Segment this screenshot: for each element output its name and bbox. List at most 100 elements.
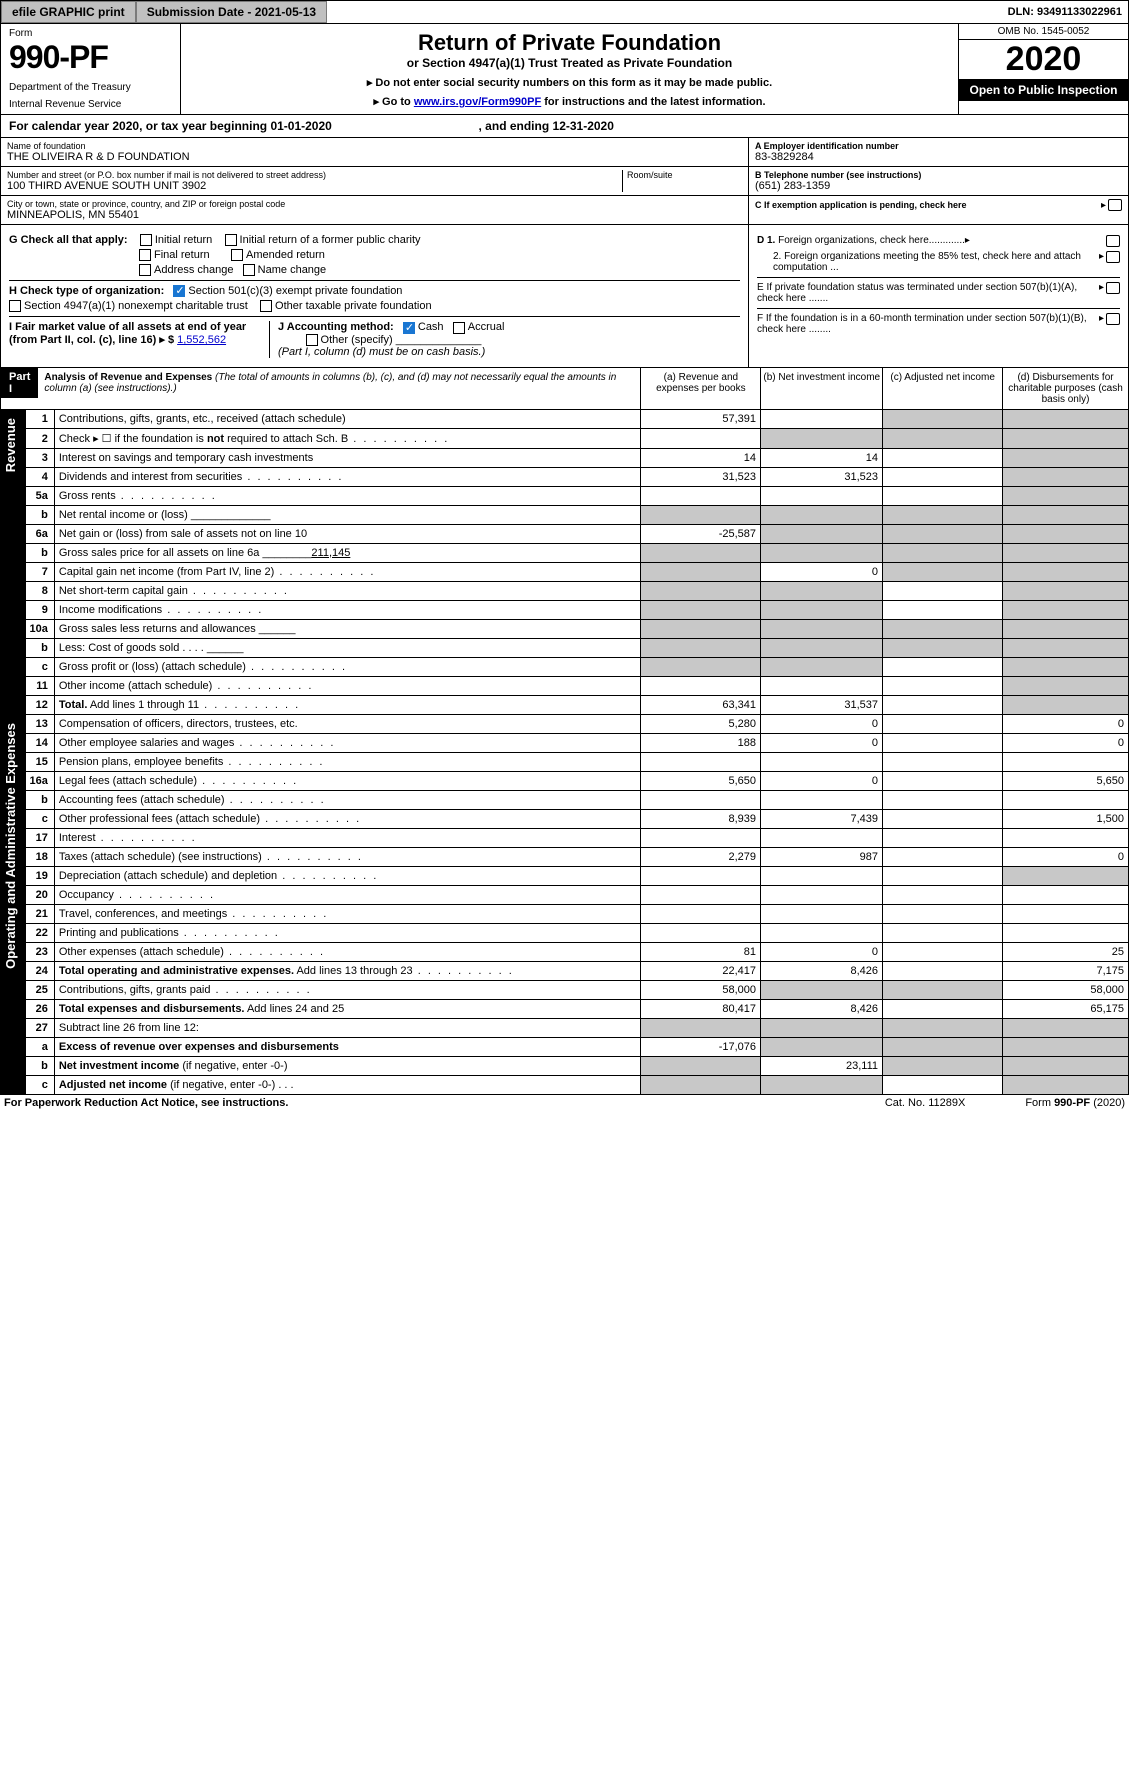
cb-other-method[interactable] [306, 334, 318, 346]
table-row: 14Other employee salaries and wages18800 [25, 733, 1129, 752]
form-subtitle: or Section 4947(a)(1) Trust Treated as P… [189, 56, 950, 70]
table-row: bGross sales price for all assets on lin… [25, 543, 1129, 562]
exemption-pending-label: C If exemption application is pending, c… [755, 200, 1101, 210]
e-label: E If private foundation status was termi… [757, 282, 1099, 304]
col-c-header: (c) Adjusted net income [882, 368, 1002, 409]
efile-button[interactable]: efile GRAPHIC print [1, 1, 136, 23]
cb-d2[interactable] [1106, 251, 1120, 263]
identity-block: Name of foundation THE OLIVEIRA R & D FO… [0, 138, 1129, 225]
table-row: 21Travel, conferences, and meetings [25, 904, 1129, 923]
form-ref: Form 990-PF (2020) [1025, 1097, 1125, 1109]
g-row: G Check all that apply: Initial return I… [9, 234, 740, 246]
table-row: 23Other expenses (attach schedule)81025 [25, 942, 1129, 961]
cb-address-change[interactable] [139, 264, 151, 276]
form-note-ssn: ▸ Do not enter social security numbers o… [189, 76, 950, 89]
cb-name-change[interactable] [243, 264, 255, 276]
expenses-section: Operating and Administrative Expenses 13… [0, 715, 1129, 1095]
table-row: 11Other income (attach schedule) [25, 676, 1129, 695]
table-row: cGross profit or (loss) (attach schedule… [25, 657, 1129, 676]
table-row: 4Dividends and interest from securities3… [25, 467, 1129, 486]
table-row: 20Occupancy [25, 885, 1129, 904]
street-address: 100 THIRD AVENUE SOUTH UNIT 3902 [7, 180, 622, 192]
table-row: 6aNet gain or (loss) from sale of assets… [25, 524, 1129, 543]
table-row: 18Taxes (attach schedule) (see instructi… [25, 847, 1129, 866]
revenue-section: Revenue 1Contributions, gifts, grants, e… [0, 410, 1129, 715]
paperwork-notice: For Paperwork Reduction Act Notice, see … [4, 1097, 288, 1109]
form-number: 990-PF [9, 39, 172, 76]
ein-label: A Employer identification number [755, 141, 1122, 151]
part1-header: Part I Analysis of Revenue and Expenses … [0, 368, 1129, 410]
tax-year: 2020 [959, 40, 1128, 79]
table-row: 8Net short-term capital gain [25, 581, 1129, 600]
cb-cash[interactable] [403, 322, 415, 334]
calendar-year-row: For calendar year 2020, or tax year begi… [0, 115, 1129, 138]
expenses-tab: Operating and Administrative Expenses [1, 715, 20, 977]
name-label: Name of foundation [7, 141, 742, 151]
cb-e[interactable] [1106, 282, 1120, 294]
table-row: aExcess of revenue over expenses and dis… [25, 1037, 1129, 1056]
open-public-badge: Open to Public Inspection [959, 79, 1128, 101]
table-row: 9Income modifications [25, 600, 1129, 619]
table-row: 15Pension plans, employee benefits [25, 752, 1129, 771]
form-header: Form 990-PF Department of the Treasury I… [0, 24, 1129, 115]
ein-value: 83-3829284 [755, 151, 1122, 163]
f-label: F If the foundation is in a 60-month ter… [757, 313, 1099, 335]
table-row: cAdjusted net income (if negative, enter… [25, 1075, 1129, 1094]
table-row: 24Total operating and administrative exp… [25, 961, 1129, 980]
table-row: 2Check ▸ ☐ if the foundation is not requ… [25, 428, 1129, 448]
form-word: Form [9, 28, 172, 39]
part1-title: Analysis of Revenue and Expenses [44, 372, 212, 383]
foundation-name: THE OLIVEIRA R & D FOUNDATION [7, 151, 742, 163]
cb-final[interactable] [139, 249, 151, 261]
part1-badge: Part I [1, 368, 38, 398]
cb-f[interactable] [1106, 313, 1120, 325]
city-label: City or town, state or province, country… [7, 199, 742, 209]
city-state-zip: MINNEAPOLIS, MN 55401 [7, 209, 742, 221]
table-row: bLess: Cost of goods sold . . . . ______ [25, 638, 1129, 657]
cb-initial-former[interactable] [225, 234, 237, 246]
cb-d1[interactable] [1106, 235, 1120, 247]
table-row: 3Interest on savings and temporary cash … [25, 448, 1129, 467]
table-row: bNet investment income (if negative, ent… [25, 1056, 1129, 1075]
col-d-header: (d) Disbursements for charitable purpose… [1002, 368, 1128, 409]
table-row: bNet rental income or (loss) ___________… [25, 505, 1129, 524]
revenue-table: 1Contributions, gifts, grants, etc., rec… [25, 410, 1129, 715]
table-row: 12Total. Add lines 1 through 1163,34131,… [25, 695, 1129, 714]
d1-label: D 1. Foreign organizations, check here..… [757, 235, 965, 246]
room-label: Room/suite [627, 170, 742, 180]
dept-treasury: Department of the Treasury [9, 82, 172, 93]
checks-block: G Check all that apply: Initial return I… [0, 225, 1129, 368]
table-row: 5aGross rents [25, 486, 1129, 505]
cb-501c3[interactable] [173, 285, 185, 297]
exemption-checkbox[interactable] [1108, 199, 1122, 211]
table-row: 7Capital gain net income (from Part IV, … [25, 562, 1129, 581]
d2-label: 2. Foreign organizations meeting the 85%… [757, 251, 1099, 273]
table-row: cOther professional fees (attach schedul… [25, 809, 1129, 828]
form-note-link: ▸ Go to www.irs.gov/Form990PF for instru… [189, 95, 950, 108]
table-row: 1Contributions, gifts, grants, etc., rec… [25, 410, 1129, 429]
col-a-header: (a) Revenue and expenses per books [640, 368, 760, 409]
cash-basis-note: (Part I, column (d) must be on cash basi… [278, 346, 485, 358]
cb-initial[interactable] [140, 234, 152, 246]
table-row: 10aGross sales less returns and allowanc… [25, 619, 1129, 638]
address-label: Number and street (or P.O. box number if… [7, 170, 622, 180]
irs-link[interactable]: www.irs.gov/Form990PF [414, 96, 541, 108]
cat-number: Cat. No. 11289X [885, 1097, 966, 1109]
cb-4947[interactable] [9, 300, 21, 312]
phone-label: B Telephone number (see instructions) [755, 170, 1122, 180]
cb-amended[interactable] [231, 249, 243, 261]
table-row: 13Compensation of officers, directors, t… [25, 715, 1129, 734]
page-footer: For Paperwork Reduction Act Notice, see … [0, 1095, 1129, 1111]
table-row: bAccounting fees (attach schedule) [25, 790, 1129, 809]
dln-label: DLN: 93491133022961 [1002, 3, 1128, 21]
cb-accrual[interactable] [453, 322, 465, 334]
phone-value: (651) 283-1359 [755, 180, 1122, 192]
cb-other-taxable[interactable] [260, 300, 272, 312]
submission-date-button[interactable]: Submission Date - 2021-05-13 [136, 1, 327, 23]
fmv-value-link[interactable]: 1,552,562 [177, 334, 226, 346]
expenses-table: 13Compensation of officers, directors, t… [25, 715, 1129, 1095]
top-bar: efile GRAPHIC print Submission Date - 20… [0, 0, 1129, 24]
table-row: 17Interest [25, 828, 1129, 847]
table-row: 22Printing and publications [25, 923, 1129, 942]
dept-irs: Internal Revenue Service [9, 99, 172, 110]
